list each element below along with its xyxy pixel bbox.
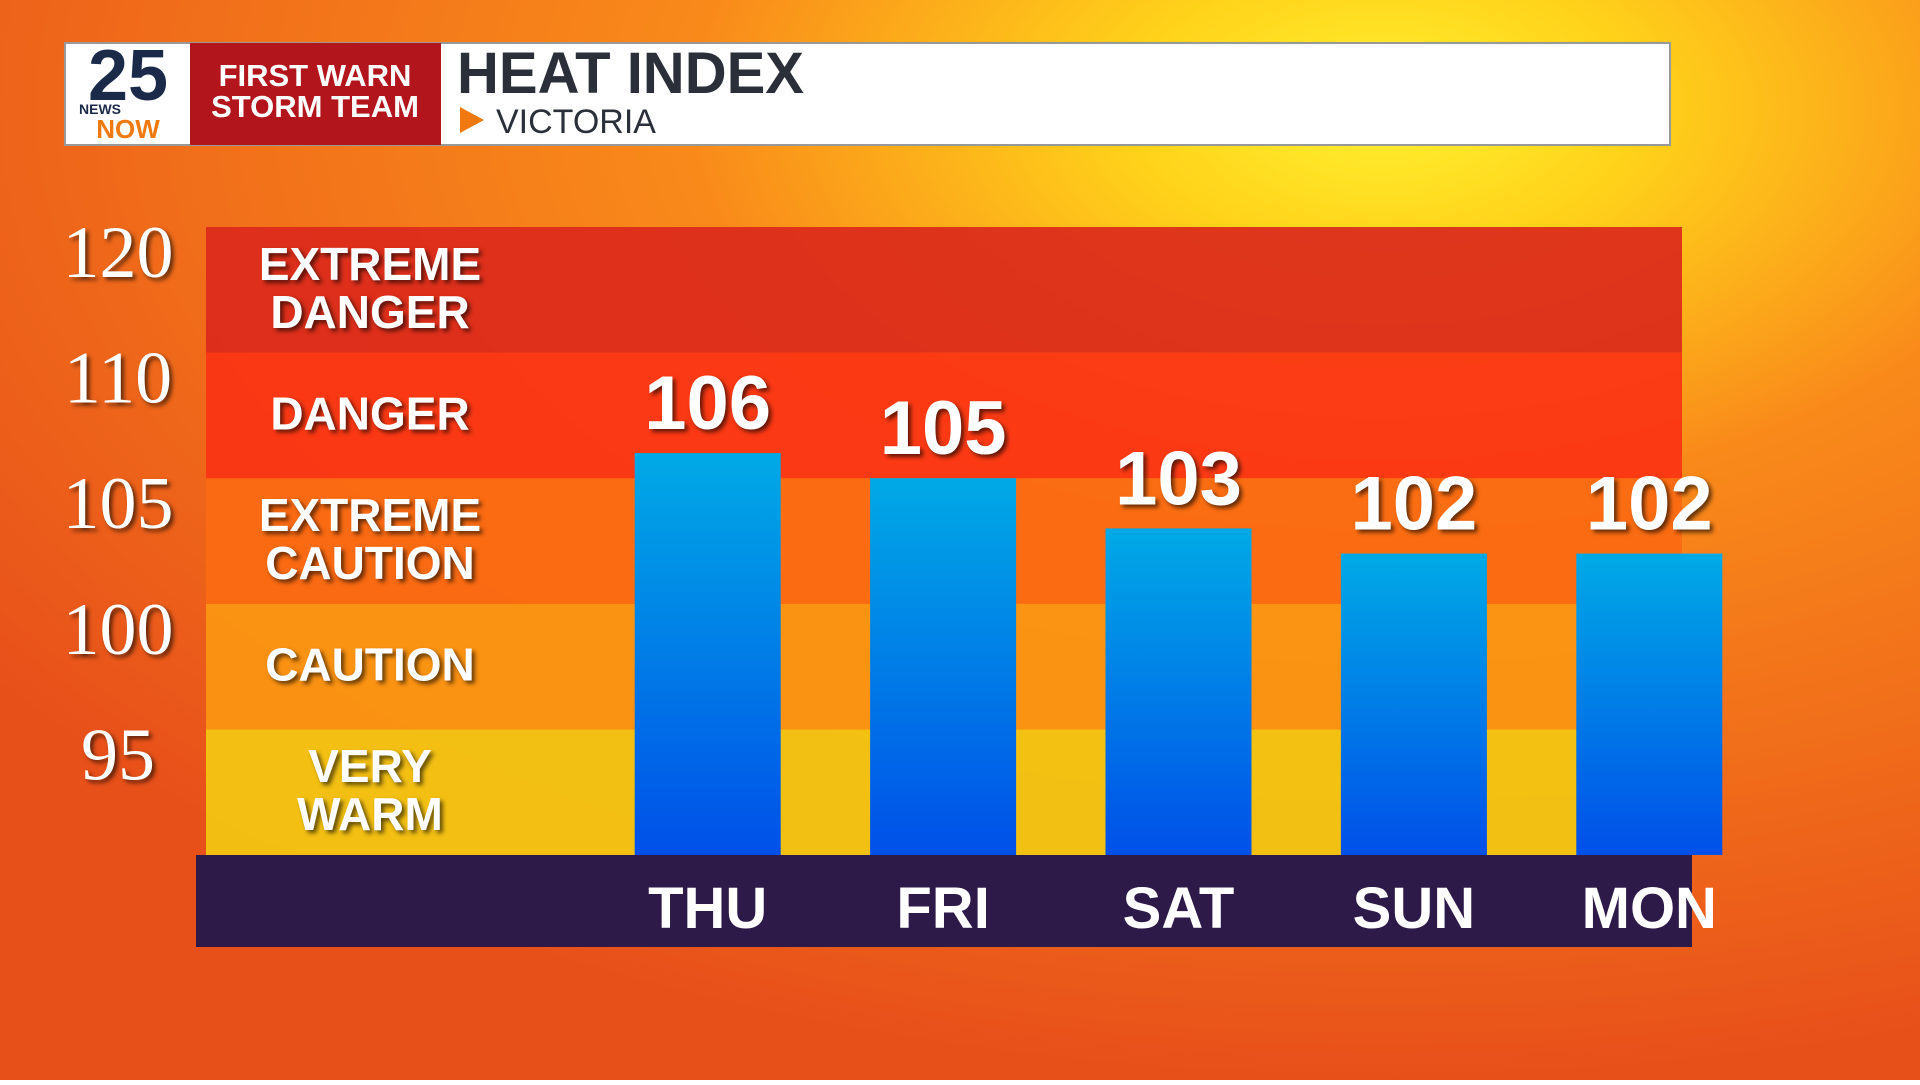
band-label: EXTREME xyxy=(259,238,481,290)
x-tick-label: THU xyxy=(648,876,767,941)
chart-title: HEAT INDEX xyxy=(457,41,804,106)
y-tick-label: 105 xyxy=(63,463,174,545)
band xyxy=(206,352,1682,479)
header: 25 NEWS NOW FIRST WARN STORM TEAM HEAT I… xyxy=(64,36,1671,146)
band xyxy=(206,227,1682,353)
category-strip xyxy=(196,855,1692,947)
logo-bottom: NOW xyxy=(96,114,160,144)
bar xyxy=(870,478,1017,855)
band-label: DANGER xyxy=(270,387,469,439)
band-label: CAUTION xyxy=(265,537,475,589)
y-tick-label: 120 xyxy=(63,212,174,294)
logo-top: NEWS xyxy=(79,101,121,117)
bar xyxy=(634,453,781,855)
x-tick-label: FRI xyxy=(896,876,989,941)
band-label: CAUTION xyxy=(265,639,475,691)
value-label: 106 xyxy=(644,361,771,446)
y-tick-label: 100 xyxy=(63,589,174,671)
team-line2: STORM TEAM xyxy=(211,89,419,124)
bar xyxy=(1340,553,1487,855)
bar xyxy=(1105,528,1252,855)
x-tick-label: MON xyxy=(1582,876,1717,941)
plot: VERYWARMCAUTIONEXTREMECAUTIONDANGEREXTRE… xyxy=(63,212,1723,947)
band-label: VERY xyxy=(308,740,432,792)
band-label: EXTREME xyxy=(259,489,481,541)
value-label: 102 xyxy=(1586,462,1713,547)
band-label: DANGER xyxy=(270,286,469,338)
team-box xyxy=(190,43,441,145)
x-tick-label: SUN xyxy=(1353,876,1475,941)
bar xyxy=(1576,553,1723,855)
chart-subtitle: VICTORIA xyxy=(496,103,656,141)
value-label: 102 xyxy=(1350,462,1477,547)
y-tick-label: 110 xyxy=(64,338,172,420)
band-label: WARM xyxy=(297,788,443,840)
value-label: 103 xyxy=(1115,436,1242,521)
value-label: 105 xyxy=(880,386,1007,471)
x-tick-label: SAT xyxy=(1123,876,1235,941)
logo-number: 25 xyxy=(88,36,168,116)
team-line1: FIRST WARN xyxy=(219,58,412,93)
y-tick-label: 95 xyxy=(81,714,155,796)
arrow-icon xyxy=(460,107,484,133)
